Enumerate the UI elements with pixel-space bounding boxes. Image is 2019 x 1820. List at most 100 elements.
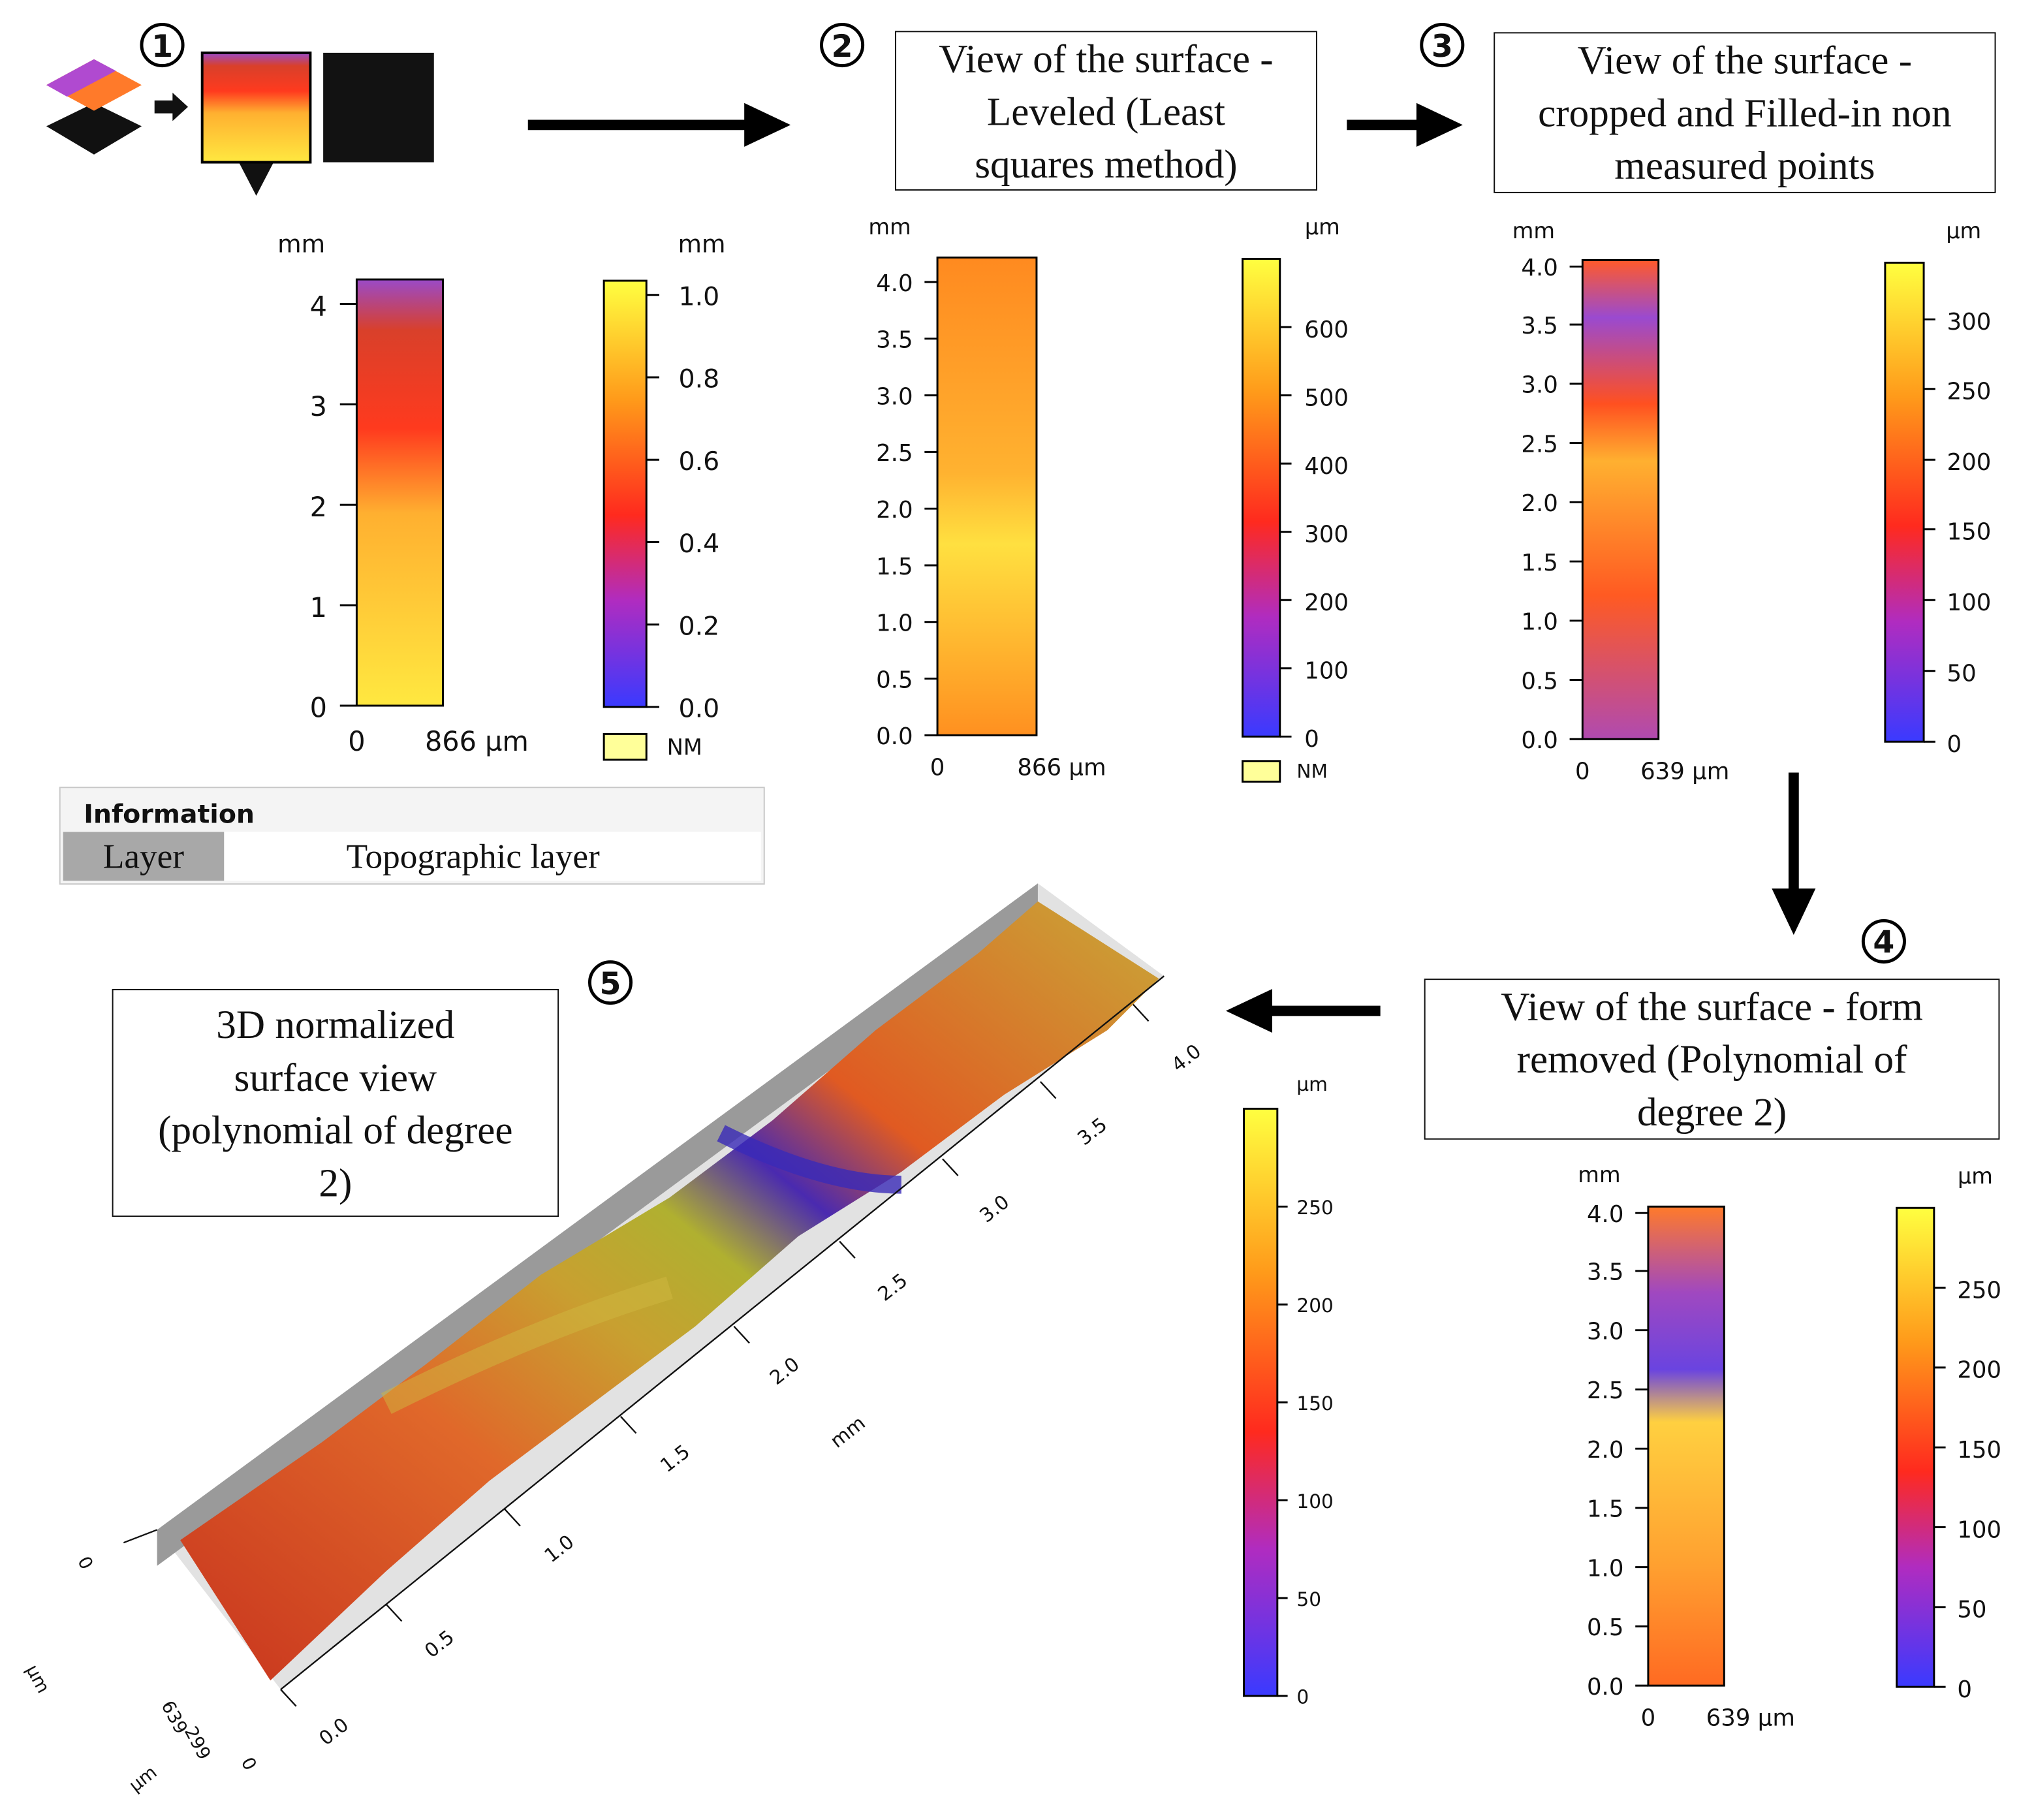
panel-4-y-tick: 4.0 [1587,1201,1623,1228]
panel-1-scale-tick: 0.8 [679,364,720,394]
length-tick: 1.0 [540,1530,578,1567]
panel-1-y-tick: 4 [310,290,327,322]
panel-2-y-tick: 3.5 [876,327,913,354]
svg-text:1: 1 [151,29,173,65]
panel-1-scale-tick: 0.0 [679,694,720,724]
length-tick: 3.5 [1073,1113,1111,1150]
step-5-title-line: surface view [234,1054,437,1099]
panel-2-y-tick: 0.5 [876,667,913,693]
panel-5-scale-tick: 150 [1296,1392,1333,1415]
panel-1-map [355,278,445,707]
panel-3-scale-tick: 300 [1947,309,1992,336]
step-5-title-line: 3D normalized [216,1001,455,1046]
panel-2-y-tick: 4.0 [876,270,913,297]
information-row: Layer Topographic layer [63,832,761,881]
panel-3-y-tick: 0.0 [1521,727,1557,754]
panel-2-y-tick: 0.0 [876,723,913,750]
length-tick: 4.0 [1167,1040,1205,1076]
panel-4-scale-tick: 0 [1957,1676,1972,1703]
step-3-title-line: View of the surface - [1577,37,1913,83]
right-arrow-icon [154,93,188,121]
information-header: Information [84,798,255,830]
panel-5-scale-tick: 250 [1296,1197,1333,1219]
flow-arrow-1-2 [527,102,791,147]
panel-1-y-unit: mm [277,230,325,259]
length-tick: 2.0 [766,1353,804,1389]
step-5-title-line: (polynomial of degree [158,1106,513,1152]
panel-2-y-tick: 1.5 [876,554,913,580]
flow-arrow-2-3 [1347,102,1463,147]
panel-5-scale-tick: 50 [1296,1588,1321,1610]
panel-3-x-tick: 0 [1575,758,1590,785]
length-tick: 0.0 [315,1714,352,1750]
panel-3-scale-tick: 100 [1947,589,1992,616]
length-tick: 3.0 [975,1191,1013,1227]
flow-arrow-3-4 [1772,772,1816,935]
panel-4-y-tick: 1.0 [1587,1555,1623,1582]
panel-4-y-unit: mm [1578,1162,1620,1187]
panel-4-y-tick: 3.0 [1587,1319,1623,1345]
length-unit: mm [826,1411,869,1452]
panel-3-x-tick: 639 µm [1640,758,1729,785]
panel-2-scale-unit: µm [1305,214,1340,240]
panel-3-scale-tick: 150 [1947,519,1992,546]
length-tick: 0.5 [420,1625,458,1662]
panel-2-scale-tick: 500 [1304,384,1349,411]
panel-3-y-tick: 2.0 [1521,490,1557,517]
panel-4-y-tick: 0.5 [1587,1614,1623,1641]
panel-1-x-tick: 0 [348,726,365,757]
panel-1-colorbar: mm 0.0 0.2 0.4 0.6 0.8 1.0 NM [603,230,726,761]
panel-3-scale-tick: 50 [1947,661,1977,687]
step-badge-3: 3 [1420,23,1465,68]
panel-4-y-tick: 3.5 [1587,1259,1623,1286]
information-value: Topographic layer [346,837,600,876]
panel-2-heightmap: mm 0.0 0.5 1.0 1.5 2.0 2.5 3.0 3.5 4.0 0… [868,214,1106,781]
panel-2-y-tick: 2.5 [876,440,913,467]
panel-4-y-tick: 2.5 [1587,1377,1623,1404]
panel-4-scale-tick: 50 [1957,1597,1986,1624]
panel-2-scale-tick: 0 [1304,726,1319,753]
step-3-title-line: measured points [1614,142,1875,188]
information-key: Layer [63,832,225,881]
panel-4-heightmap: mm 0.0 0.5 1.0 1.5 2.0 2.5 3.0 3.5 4.0 0… [1578,1162,1795,1731]
nm-swatch [1242,760,1281,783]
panel-5-scale-unit: µm [1296,1073,1328,1095]
panel-4-map [1647,1205,1725,1687]
svg-text:2: 2 [832,29,853,65]
panel-2-x-tick: 0 [930,755,945,781]
panel-3-y-tick: 3.5 [1521,313,1557,339]
width-unit: µm [125,1761,161,1796]
panel-1-y-tick: 2 [310,492,327,523]
panel-2-y-tick: 1.0 [876,610,913,637]
height-tick: 0 [73,1553,97,1573]
panel-1-scale-unit: mm [678,230,726,259]
step-4-title-line: removed (Polynomial of [1516,1036,1907,1082]
panel-1-y-tick: 0 [310,693,327,724]
step-5-title-box: 3D normalized surface view (polynomial o… [112,988,559,1217]
panel-3-y-tick: 1.0 [1521,609,1557,636]
panel-5-scale-tick: 100 [1296,1490,1333,1513]
step-badge-1: 1 [140,23,185,68]
panel-2-map [936,257,1038,736]
panel-1-scale-tick: 0.6 [679,447,720,477]
nm-label: NM [667,734,702,760]
panel-2-scale-tick: 300 [1304,521,1349,548]
panel-2-y-unit: mm [868,214,911,240]
panel-3-colorbar: µm 0 50 100 150 200 250 300 [1884,218,1992,758]
step-badge-4: 4 [1861,918,1906,964]
intensity-layer-thumbnail [323,52,434,163]
svg-text:4: 4 [1873,925,1894,961]
svg-text:3: 3 [1432,29,1453,65]
panel-3-scale-unit: µm [1946,218,1981,243]
panel-1-scale-tick: 0.2 [679,611,720,641]
panel-3-scale-tick: 200 [1947,449,1992,476]
panel-4-scale-tick: 100 [1957,1516,2001,1543]
width-tick: 0 [237,1753,261,1774]
length-tick: 2.5 [874,1269,912,1306]
panel-1-y-tick: 1 [310,592,327,623]
panel-3-y-tick: 0.5 [1521,668,1557,695]
step-4-title-line: View of the surface - form [1501,984,1923,1029]
step-2-title-line: Leveled (Least [986,88,1225,134]
svg-text:5: 5 [600,966,621,1002]
panel-4-scale-tick: 200 [1957,1357,2001,1384]
